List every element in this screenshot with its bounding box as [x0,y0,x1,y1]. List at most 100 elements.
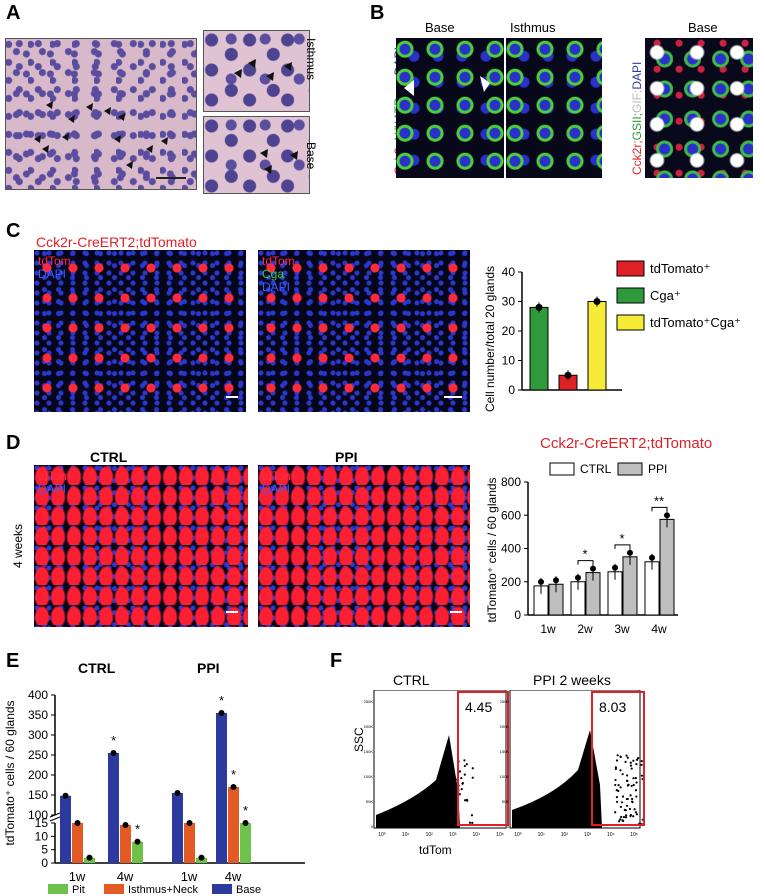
scale-bar [444,396,462,398]
f-event-dot [635,781,638,784]
f-ytick-label: 250K [500,699,510,704]
f-event-dot [626,784,629,787]
chart-e: tdTomato⁺ cells / 60 glands 100150200250… [3,688,305,896]
f-scatter-plot: 8.03 0 50K 100K 150K 200K 250K 10⁰ 10¹ 10² 10³ 10⁴ 1… [500,690,645,838]
f-event-dot [629,814,632,818]
d-xtick-label: 1w [540,622,556,636]
he-zoom-base [203,116,310,194]
panel-e-label: E [6,650,20,672]
f-event-dot [458,793,461,796]
f-event-dot [446,782,449,785]
f-event-dot [635,813,638,816]
f-xtick-label: 10³ [584,832,592,838]
f-xtick-label: 10³ [449,832,457,838]
d-legend-swatch [549,462,575,476]
f-event-dot [618,820,621,823]
e-bar [172,793,183,863]
c-point [564,371,572,379]
f-ytick-label: 200K [500,724,510,729]
c-legend-label: Cga⁺ [650,288,681,303]
e-point [198,854,205,861]
d-img2-label-tdtom: tdTom [262,469,295,483]
f-xtick-label: 10¹ [538,832,546,838]
f-xtick-label: 10⁵ [496,832,504,838]
d-ytick-label: 400 [501,542,521,556]
stain-cck2r-2: Cck2r; [630,140,644,175]
e-group-ppi: PPI [197,660,220,676]
f-ytick-label: 100K [500,774,510,779]
e-point [62,792,69,799]
f-event-dot [628,807,632,811]
d-point [612,564,618,571]
f-event-dot [614,766,617,769]
f-xlabel: tdTom [419,843,452,857]
panel-b-label: B [370,2,385,24]
d-img1-label-dapi: DAPI [38,482,67,496]
e-point [74,820,81,826]
f-event-dot [626,774,629,777]
b-title-base-2: Base [688,20,718,35]
chart-c: Cell number/total 20 glands 0 10 20 30 40 td… [483,260,741,412]
d-image-ctrl: tdTom DAPI [34,465,248,627]
c-legend-label: tdTomato⁺ [650,261,710,276]
d-chart-title: Cck2r-CreERT2;tdTomato [540,435,713,452]
f-xtick-label: 10⁰ [378,832,386,838]
e-sig-star: * [219,693,224,708]
f-event-dot [640,759,643,763]
e-bar [132,841,143,863]
f-event-dot [617,783,620,787]
f-title-ctrl: CTRL [393,672,430,688]
f-event-dot [448,769,451,772]
e-point [218,710,225,716]
e-group-ctrl: CTRL [78,660,116,676]
e-point [86,854,93,861]
panel-d-label: D [6,432,21,454]
e-ytick-label: 250 [28,748,48,762]
f-event-dot [619,805,622,809]
e-bar [120,825,131,863]
c-point [535,303,543,311]
f-event-dot [460,788,463,791]
f-ytick-label: 250K [364,699,374,704]
f-event-dot [629,761,632,764]
f-ytick-label: 50K [502,799,509,804]
d-xtick-label: 3w [614,622,630,636]
f-event-dot [616,754,619,757]
f-event-dot [625,779,629,782]
e-point [186,820,193,826]
stain-dapi-2: DAPI [630,61,644,90]
c-legend-swatch [616,314,645,331]
f-event-dot [461,782,464,785]
arrowheads [34,101,168,169]
f-event-dot [451,815,454,818]
f-event-dot [615,800,619,803]
d-img1-label-tdtom: tdTom [38,469,71,483]
f-xtick-label: 10⁵ [630,832,638,838]
d-sig-star: * [582,547,587,562]
f-ytick-label: 100K [364,774,374,779]
f-xtick-label: 10⁴ [607,832,615,838]
e-legend-label: Base [236,884,261,896]
f-event-dot [632,815,635,818]
e-point [122,822,129,828]
e-ytick-label: 100 [28,808,48,822]
f-event-dot [629,794,632,797]
f-event-dot [619,786,622,789]
e-legend-swatch [48,884,68,894]
f-event-dot [463,764,466,768]
f-ytick-label: 0 [507,824,510,829]
f-event-dot [460,777,463,780]
f-event-dot [447,815,450,818]
e-bar [108,753,119,863]
f-event-dot [463,759,466,762]
f-event-dot [614,778,617,782]
e-legend-label: Pit [72,884,85,896]
scale-bar [156,177,186,179]
e-point [110,750,117,756]
e-sig-star: * [243,803,248,818]
f-title-ppi: PPI 2 weeks [533,672,611,688]
e-ytick-label: 300 [28,728,48,742]
e-ytick-label: 5 [41,843,48,857]
he-overview-image [5,38,197,190]
f-gate-value: 8.03 [599,699,626,715]
